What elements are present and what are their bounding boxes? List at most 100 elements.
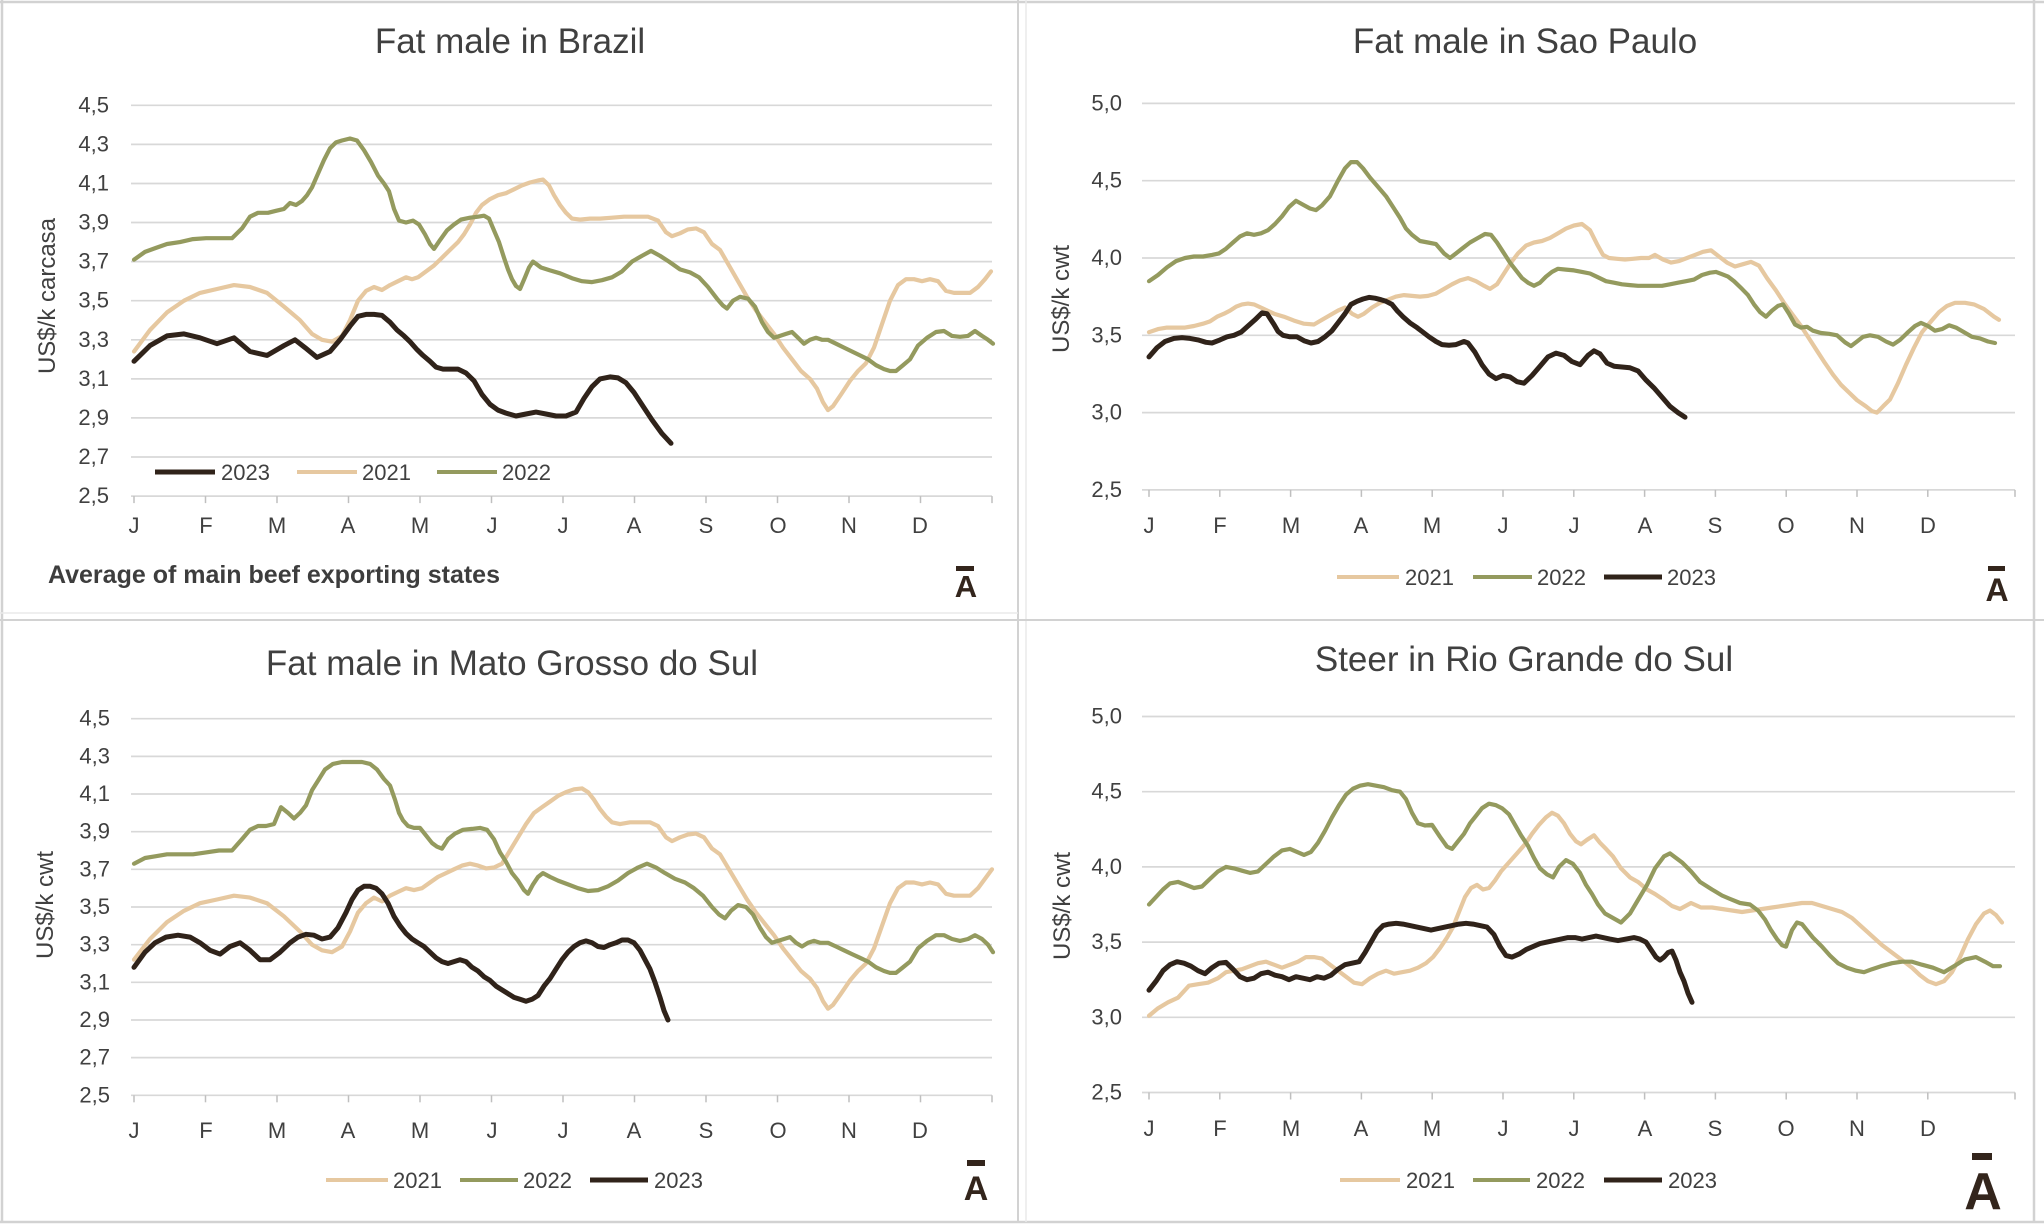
svg-text:S: S <box>1708 513 1723 538</box>
svg-text:N: N <box>841 1118 857 1143</box>
svg-text:2,7: 2,7 <box>79 1045 110 1070</box>
svg-text:US$/k carcasa: US$/k carcasa <box>34 217 61 374</box>
svg-text:A: A <box>1354 513 1369 538</box>
svg-text:N: N <box>1849 1116 1865 1141</box>
svg-text:4,5: 4,5 <box>78 92 109 117</box>
svg-text:M: M <box>411 1118 429 1143</box>
svg-text:2023: 2023 <box>654 1168 703 1193</box>
svg-text:2,5: 2,5 <box>1091 1080 1122 1105</box>
svg-text:2021: 2021 <box>362 460 411 485</box>
svg-text:N: N <box>841 513 857 538</box>
svg-text:J: J <box>558 513 569 538</box>
svg-text:US$/k cwt: US$/k cwt <box>1049 852 1076 960</box>
svg-text:D: D <box>1920 1116 1936 1141</box>
svg-text:Steer in Rio Grande do Sul: Steer in Rio Grande do Sul <box>1315 640 1733 679</box>
svg-text:A: A <box>1964 1163 2002 1221</box>
svg-text:Fat male in Sao Paulo: Fat male in Sao Paulo <box>1353 22 1697 61</box>
svg-text:A: A <box>964 1170 989 1208</box>
svg-text:3,0: 3,0 <box>1091 1004 1122 1029</box>
svg-text:Fat male in Brazil: Fat male in Brazil <box>375 22 645 61</box>
svg-text:4,3: 4,3 <box>79 743 110 768</box>
svg-text:2021: 2021 <box>1406 1168 1455 1193</box>
svg-text:M: M <box>1423 513 1441 538</box>
svg-text:F: F <box>1213 1116 1226 1141</box>
svg-text:3,3: 3,3 <box>79 932 110 957</box>
svg-text:2022: 2022 <box>523 1168 572 1193</box>
svg-text:A: A <box>1354 1116 1369 1141</box>
svg-text:S: S <box>1708 1116 1723 1141</box>
svg-text:2,5: 2,5 <box>1091 477 1122 502</box>
svg-text:M: M <box>1423 1116 1441 1141</box>
svg-text:4,0: 4,0 <box>1091 245 1122 270</box>
svg-text:3,1: 3,1 <box>79 969 110 994</box>
svg-text:2,5: 2,5 <box>79 1082 110 1107</box>
svg-text:M: M <box>1282 1116 1300 1141</box>
svg-text:J: J <box>558 1118 569 1143</box>
svg-text:4,5: 4,5 <box>79 706 110 731</box>
svg-text:4,1: 4,1 <box>79 781 110 806</box>
svg-text:Average of main beef exporting: Average of main beef exporting states <box>48 561 500 589</box>
svg-text:M: M <box>411 513 429 538</box>
svg-text:3,7: 3,7 <box>78 249 109 274</box>
svg-text:A: A <box>1985 572 2008 608</box>
svg-text:3,9: 3,9 <box>78 210 109 235</box>
svg-text:3,5: 3,5 <box>78 288 109 313</box>
svg-text:3,5: 3,5 <box>1091 322 1122 347</box>
svg-text:J: J <box>129 1118 140 1143</box>
svg-text:2,9: 2,9 <box>78 405 109 430</box>
svg-text:2,5: 2,5 <box>78 483 109 508</box>
svg-text:J: J <box>1144 1116 1155 1141</box>
svg-text:3,0: 3,0 <box>1091 400 1122 425</box>
svg-text:A: A <box>341 1118 356 1143</box>
svg-text:M: M <box>1282 513 1300 538</box>
svg-text:S: S <box>699 1118 714 1143</box>
svg-text:J: J <box>129 513 140 538</box>
svg-text:J: J <box>1498 513 1509 538</box>
svg-text:2022: 2022 <box>1537 565 1586 590</box>
svg-text:S: S <box>699 513 714 538</box>
svg-text:2023: 2023 <box>1667 565 1716 590</box>
svg-text:4,1: 4,1 <box>78 171 109 196</box>
svg-text:3,7: 3,7 <box>79 856 110 881</box>
svg-text:F: F <box>1213 513 1226 538</box>
svg-text:D: D <box>1920 513 1936 538</box>
svg-text:2,9: 2,9 <box>79 1007 110 1032</box>
svg-text:J: J <box>1144 513 1155 538</box>
svg-text:O: O <box>1777 513 1794 538</box>
svg-text:5,0: 5,0 <box>1091 704 1122 729</box>
svg-text:O: O <box>769 513 786 538</box>
svg-text:3,5: 3,5 <box>1091 929 1122 954</box>
svg-text:2,7: 2,7 <box>78 444 109 469</box>
svg-text:J: J <box>1569 1116 1580 1141</box>
svg-text:A: A <box>955 569 977 604</box>
svg-text:2021: 2021 <box>393 1168 442 1193</box>
svg-text:N: N <box>1849 513 1865 538</box>
svg-text:3,5: 3,5 <box>79 894 110 919</box>
svg-text:3,3: 3,3 <box>78 327 109 352</box>
svg-text:2022: 2022 <box>502 460 551 485</box>
svg-text:J: J <box>1498 1116 1509 1141</box>
svg-text:A: A <box>1638 1116 1653 1141</box>
svg-text:M: M <box>268 513 286 538</box>
svg-text:US$/k cwt: US$/k cwt <box>1048 245 1075 353</box>
svg-text:O: O <box>769 1118 786 1143</box>
svg-text:US$/k cwt: US$/k cwt <box>32 851 59 959</box>
svg-text:4,5: 4,5 <box>1091 168 1122 193</box>
svg-text:4,5: 4,5 <box>1091 779 1122 804</box>
svg-text:A: A <box>627 1118 642 1143</box>
svg-text:D: D <box>912 1118 928 1143</box>
svg-text:J: J <box>487 1118 498 1143</box>
svg-text:2021: 2021 <box>1405 565 1454 590</box>
svg-text:2023: 2023 <box>1668 1168 1717 1193</box>
svg-text:3,1: 3,1 <box>78 366 109 391</box>
svg-text:4,3: 4,3 <box>78 131 109 156</box>
svg-text:A: A <box>627 513 642 538</box>
svg-text:O: O <box>1777 1116 1794 1141</box>
svg-text:F: F <box>199 1118 212 1143</box>
svg-text:Fat male in Mato Grosso do Sul: Fat male in Mato Grosso do Sul <box>266 644 758 683</box>
svg-text:A: A <box>1638 513 1653 538</box>
svg-text:5,0: 5,0 <box>1091 90 1122 115</box>
svg-text:3,9: 3,9 <box>79 819 110 844</box>
svg-text:A: A <box>341 513 356 538</box>
svg-text:M: M <box>268 1118 286 1143</box>
